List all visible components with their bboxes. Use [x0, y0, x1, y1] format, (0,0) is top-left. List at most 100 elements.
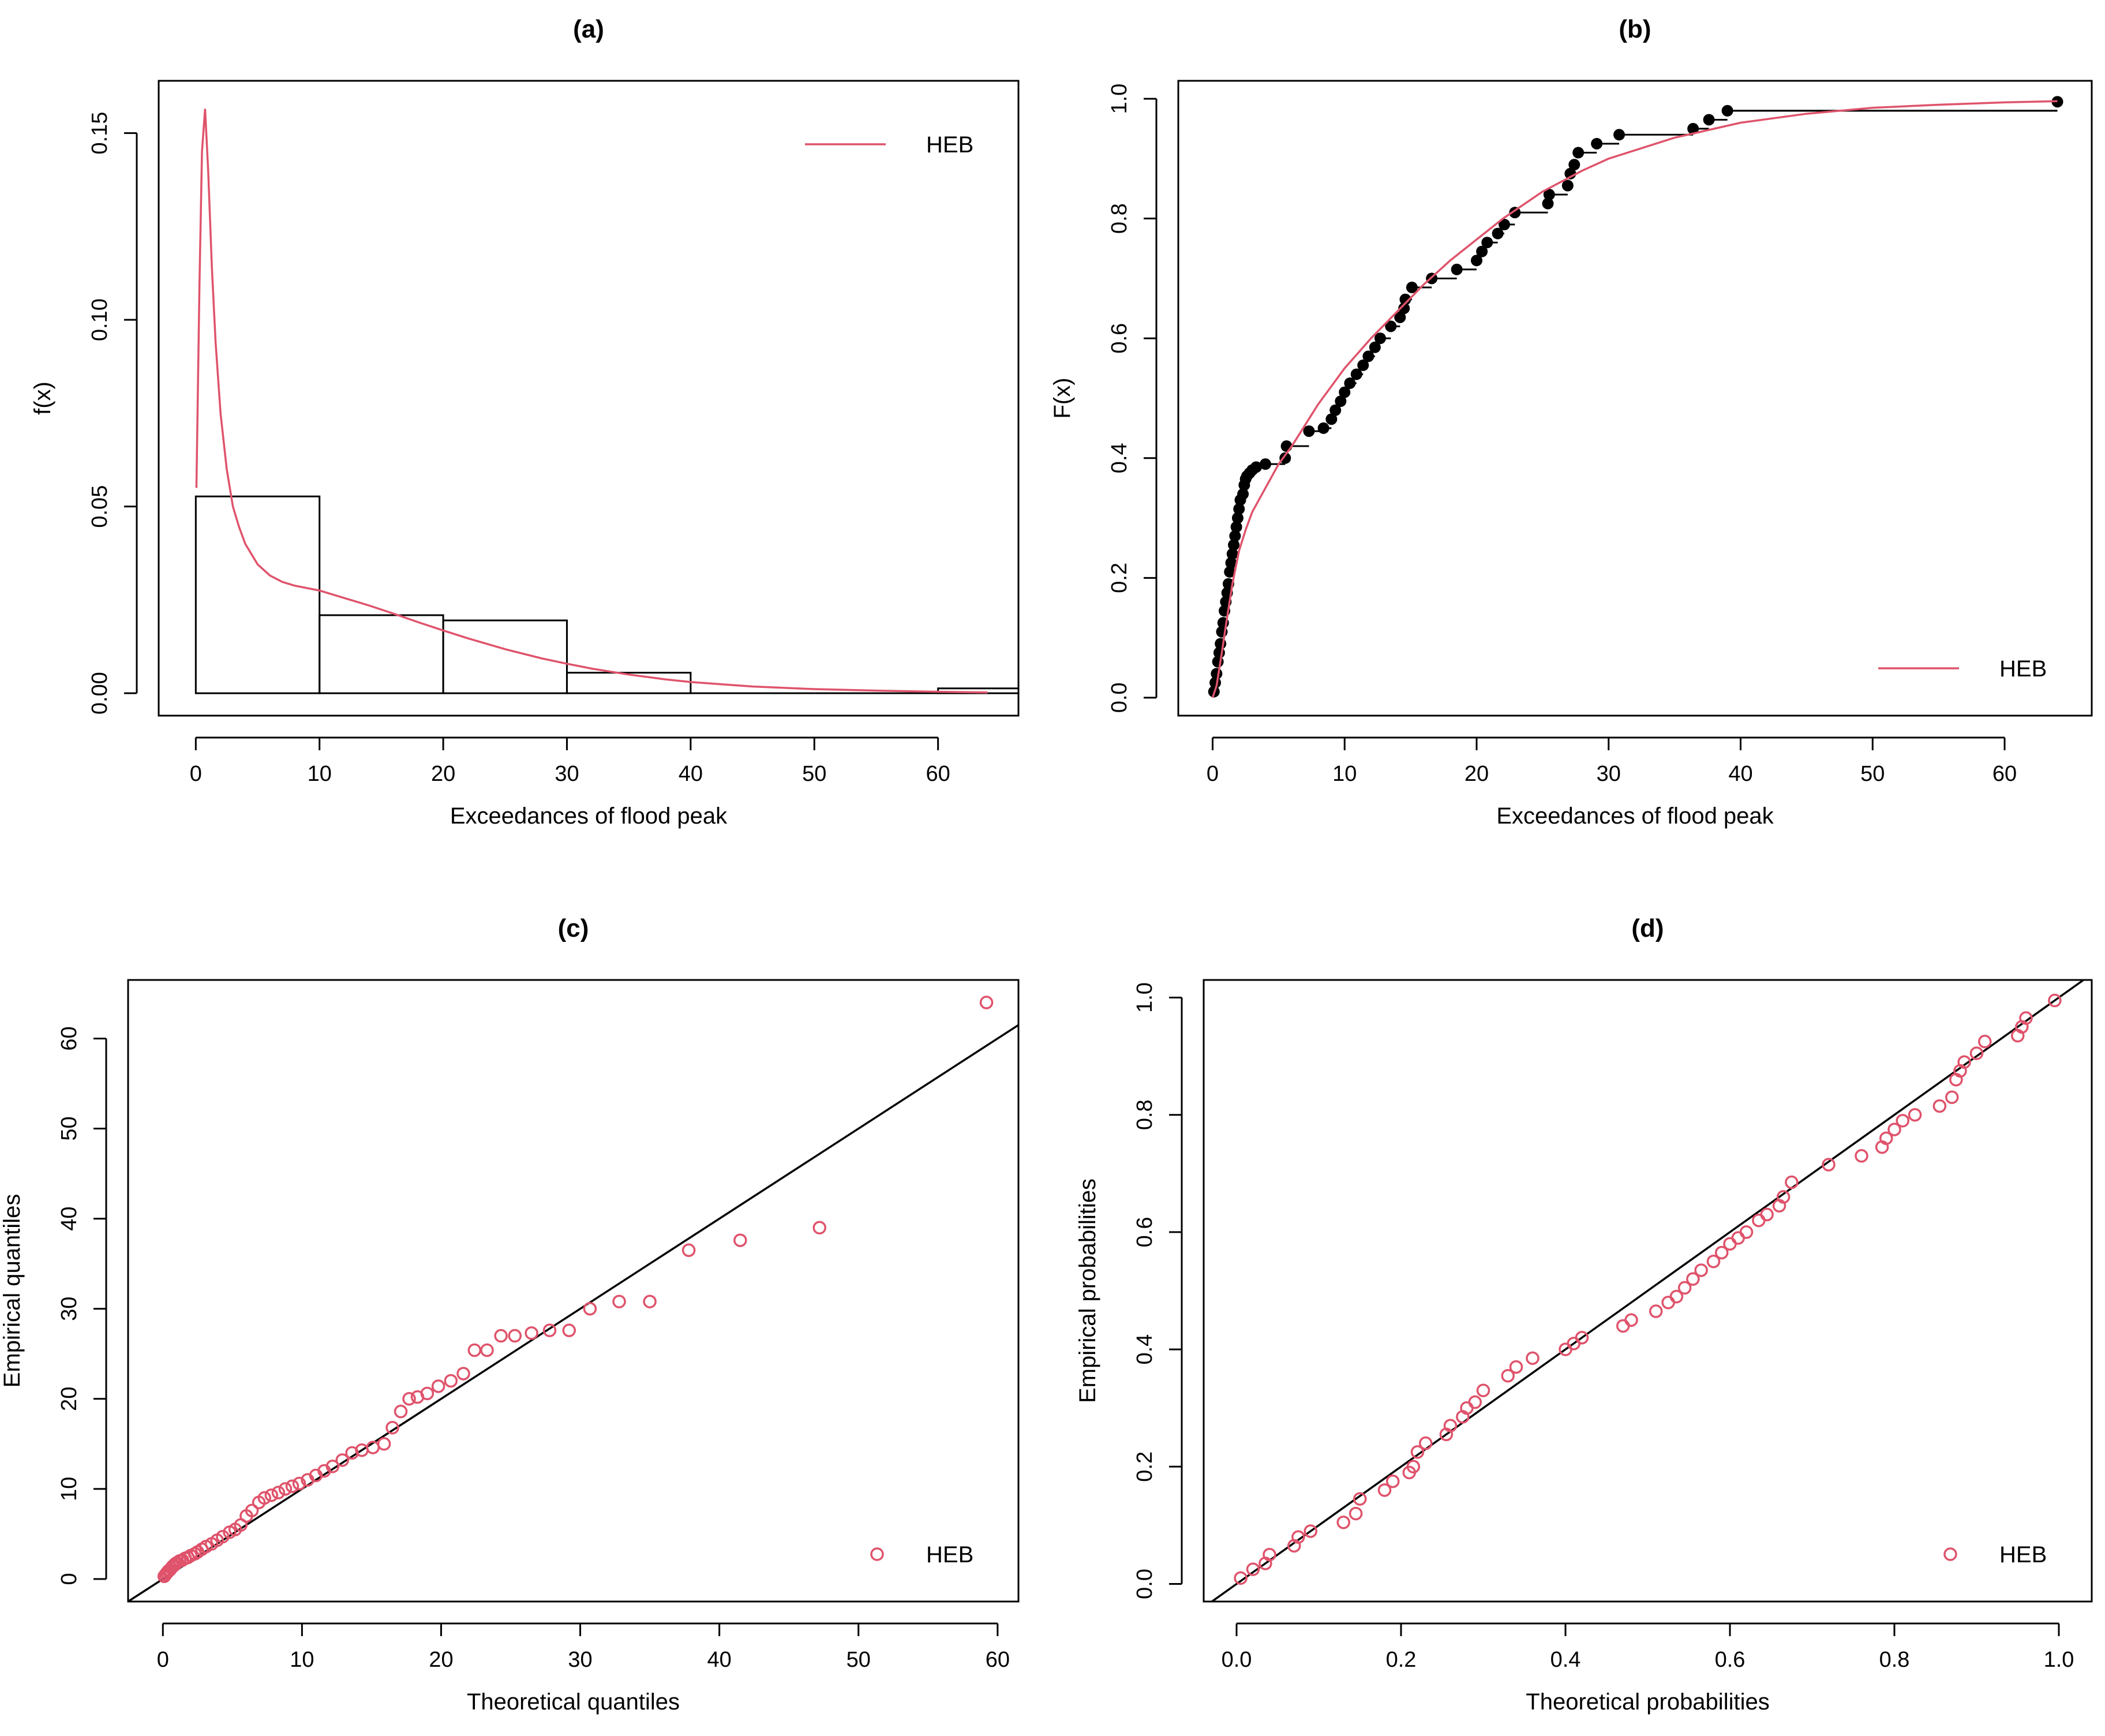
- x-axis: 0 10 20 30 40 50 60: [1207, 736, 2017, 786]
- ecdf-point: [1211, 668, 1223, 680]
- ecdf-point: [1224, 566, 1236, 578]
- ecdf-point: [1259, 458, 1271, 470]
- heb-point: [1686, 1272, 1700, 1286]
- x-tick-label: 0: [190, 762, 202, 786]
- histogram-bar: [319, 614, 444, 694]
- ecdf-point: [1335, 395, 1347, 407]
- y-tick-label: 0.6: [1133, 1217, 1157, 1247]
- x-tick-label: 50: [802, 762, 826, 786]
- ecdf-point: [1687, 123, 1699, 135]
- ecdf-point: [1398, 302, 1410, 315]
- ecdf-point: [1406, 282, 1418, 294]
- y-tick-label: 0.8: [1107, 203, 1132, 234]
- heb-point: [1785, 1175, 1799, 1189]
- heb-point: [1723, 1237, 1737, 1251]
- heb-point: [1526, 1351, 1540, 1365]
- heb-point: [385, 1421, 399, 1435]
- heb-point: [467, 1343, 482, 1357]
- chart-title: (b): [1619, 15, 1651, 43]
- heb-point: [1616, 1319, 1630, 1333]
- plot-area: [1210, 980, 2085, 1602]
- ecdf-point: [1226, 548, 1238, 560]
- ecdf-point: [1543, 189, 1555, 201]
- panel-a: (a) 0 10 20 30 40 50 60 Exceedances of flood pea…: [30, 15, 1020, 829]
- legend: HEB: [1943, 1542, 2047, 1567]
- x-tick-label: 20: [429, 1648, 453, 1672]
- heb-point: [1468, 1395, 1482, 1409]
- heb-point: [733, 1233, 747, 1247]
- y-axis-label: f(x): [30, 381, 55, 415]
- legend-circle-symbol: [1943, 1547, 1957, 1561]
- ecdf-point: [1344, 377, 1356, 390]
- chart-title: (c): [558, 914, 589, 942]
- ecdf-point: [1237, 488, 1249, 500]
- legend-label: HEB: [1999, 1542, 2047, 1567]
- chart-title: (a): [573, 15, 604, 43]
- heb-point: [1246, 1562, 1260, 1576]
- heb-point: [1406, 1460, 1421, 1474]
- x-tick-label: 10: [1332, 762, 1357, 786]
- y-tick-label: 0.00: [88, 672, 112, 714]
- x-tick-label: 40: [1728, 762, 1752, 786]
- heb-point: [1969, 1046, 1984, 1060]
- x-tick-label: 0: [1207, 762, 1219, 786]
- heb-point: [1234, 1571, 1248, 1585]
- ecdf-point: [1591, 137, 1603, 149]
- ecdf-point: [1499, 219, 1511, 231]
- y-tick-label: 0.4: [1133, 1334, 1157, 1365]
- heb-point: [562, 1323, 576, 1337]
- x-tick-label: 40: [707, 1648, 732, 1672]
- plot-frame: [1203, 979, 2093, 1603]
- x-tick-label: 50: [1860, 762, 1885, 786]
- y-tick-label: 0.0: [1107, 682, 1132, 713]
- heb-point: [431, 1379, 445, 1393]
- y-tick-label: 50: [57, 1116, 81, 1140]
- heb-point: [542, 1323, 557, 1337]
- heb-point: [480, 1343, 494, 1357]
- heb-point: [420, 1386, 435, 1401]
- heb-point: [1822, 1158, 1836, 1172]
- heb-point: [1887, 1123, 1901, 1136]
- heb-point: [612, 1294, 626, 1308]
- y-tick-label: 1.0: [1133, 982, 1157, 1013]
- ecdf-point: [1362, 350, 1374, 362]
- x-tick-label: 0.4: [1550, 1648, 1581, 1672]
- x-tick-label: 10: [308, 762, 332, 786]
- heb-point: [444, 1374, 458, 1388]
- histogram-bar: [442, 619, 568, 694]
- y-tick-label: 20: [57, 1387, 81, 1411]
- ecdf-point: [1325, 413, 1338, 425]
- panel-b: (b) 0 10 20 30 40 50 60 Exceedances of flood pea…: [1050, 15, 2093, 829]
- reference-line: [128, 1024, 1018, 1602]
- x-axis-label: Theoretical probabilities: [1526, 1689, 1769, 1715]
- heb-point: [1706, 1254, 1721, 1269]
- x-tick-label: 0: [157, 1648, 169, 1672]
- heb-point: [325, 1460, 340, 1473]
- ecdf-point: [1317, 422, 1329, 434]
- heb-point: [1624, 1313, 1638, 1327]
- ecdf-point: [1369, 341, 1381, 353]
- reference-line: [1210, 980, 2085, 1602]
- x-axis: 0 10 20 30 40 50 60: [157, 1622, 1010, 1672]
- x-tick-label: 0.0: [1222, 1648, 1252, 1672]
- ecdf-point: [1374, 332, 1386, 345]
- ecdf-point: [1350, 368, 1362, 380]
- ecdf-point: [1542, 197, 1554, 209]
- ecdf-point: [1233, 503, 1245, 515]
- ecdf-point: [1250, 461, 1262, 473]
- x-tick-label: 60: [926, 762, 950, 786]
- heb-point: [1304, 1524, 1317, 1538]
- ecdf-point: [1231, 512, 1243, 524]
- y-tick-label: 0: [57, 1573, 81, 1585]
- x-tick-label: 10: [290, 1648, 314, 1672]
- heb-point: [1661, 1296, 1675, 1310]
- legend-circle-symbol: [870, 1547, 884, 1561]
- x-tick-label: 60: [1992, 762, 2017, 786]
- y-tick-label: 0.4: [1107, 443, 1132, 473]
- heb-point: [245, 1503, 259, 1518]
- heb-point: [643, 1294, 657, 1308]
- y-axis: 0.0 0.2 0.4 0.6 0.8 1.0: [1133, 982, 1183, 1599]
- x-axis: 0 10 20 30 40 50 60: [190, 736, 950, 786]
- heb-point: [1760, 1207, 1774, 1222]
- heb-point: [257, 1491, 272, 1505]
